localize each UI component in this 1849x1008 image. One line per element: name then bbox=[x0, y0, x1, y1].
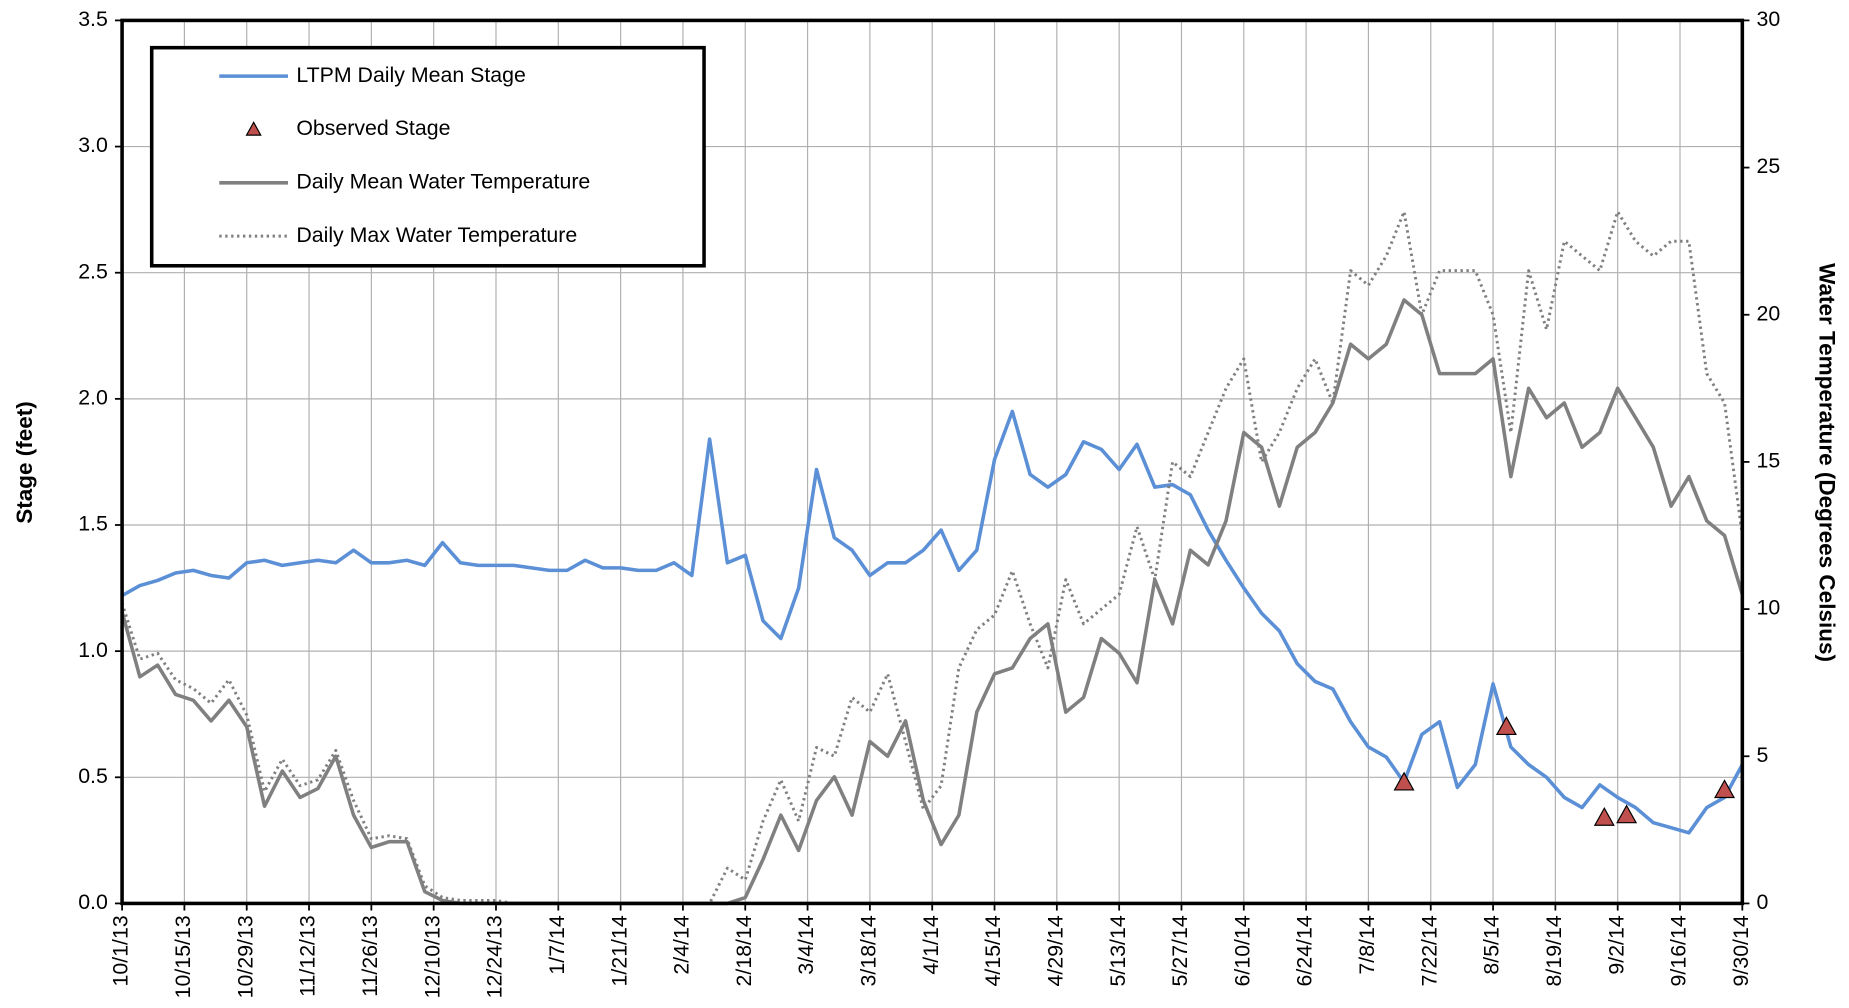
y2-tick-label: 15 bbox=[1757, 449, 1781, 473]
x-tick-label: 12/24/13 bbox=[483, 915, 507, 998]
y2-axis-title: Water Temperature (Degrees Celsius) bbox=[1814, 263, 1839, 662]
y-tick-label: 3.5 bbox=[78, 7, 108, 31]
x-tick-label: 4/29/14 bbox=[1043, 915, 1067, 986]
legend-label: Daily Mean Water Temperature bbox=[296, 169, 590, 193]
plot-frame bbox=[120, 18, 1745, 906]
series-line bbox=[121, 409, 1744, 835]
y2-tick-label: 5 bbox=[1757, 743, 1769, 767]
x-tick-label: 10/29/13 bbox=[233, 915, 257, 998]
series-line bbox=[120, 298, 1745, 906]
x-tick-label: 7/8/14 bbox=[1355, 915, 1379, 974]
x-tick-label: 4/1/14 bbox=[919, 915, 943, 974]
observed-marker bbox=[1593, 806, 1615, 826]
x-tick-label: 6/10/14 bbox=[1230, 915, 1254, 986]
x-tick-label: 10/1/13 bbox=[109, 915, 133, 986]
legend-box bbox=[149, 45, 706, 268]
y-tick-label: 1.0 bbox=[78, 638, 108, 662]
x-tick-label: 8/19/14 bbox=[1542, 915, 1566, 986]
x-tick-label: 5/13/14 bbox=[1106, 915, 1130, 986]
legend-label: LTPM Daily Mean Stage bbox=[296, 63, 526, 87]
x-tick-label: 5/27/14 bbox=[1168, 915, 1192, 986]
x-tick-label: 9/30/14 bbox=[1729, 915, 1753, 986]
x-tick-label: 11/12/13 bbox=[296, 915, 320, 996]
y-tick-label: 3.0 bbox=[78, 133, 108, 157]
x-tick-label: 12/10/13 bbox=[420, 915, 444, 998]
observed-marker bbox=[1495, 716, 1517, 736]
legend-marker bbox=[245, 121, 262, 136]
legend-label: Daily Max Water Temperature bbox=[296, 223, 577, 247]
observed-marker bbox=[1616, 804, 1638, 824]
x-tick-label: 2/4/14 bbox=[670, 915, 694, 974]
y-tick-label: 0.5 bbox=[78, 764, 108, 788]
observed-marker bbox=[1714, 779, 1736, 799]
x-tick-label: 10/15/13 bbox=[171, 915, 195, 998]
y2-tick-label: 20 bbox=[1757, 301, 1781, 325]
y-tick-label: 0.0 bbox=[78, 890, 108, 914]
y-tick-label: 2.0 bbox=[78, 385, 108, 409]
x-tick-label: 7/22/14 bbox=[1417, 915, 1441, 986]
y-tick-label: 2.5 bbox=[78, 259, 108, 283]
y2-tick-label: 30 bbox=[1757, 7, 1781, 31]
x-tick-label: 1/21/14 bbox=[607, 915, 631, 986]
x-tick-label: 1/7/14 bbox=[545, 915, 569, 974]
x-tick-label: 11/26/13 bbox=[358, 915, 382, 996]
x-tick-label: 3/4/14 bbox=[794, 915, 818, 974]
y2-tick-label: 25 bbox=[1757, 154, 1781, 178]
y-tick-label: 1.5 bbox=[78, 512, 108, 536]
x-tick-label: 8/5/14 bbox=[1480, 915, 1504, 974]
x-tick-label: 4/15/14 bbox=[981, 915, 1005, 986]
x-tick-label: 9/16/14 bbox=[1667, 915, 1691, 986]
y2-tick-label: 0 bbox=[1757, 890, 1769, 914]
y-axis-title: Stage (feet) bbox=[12, 401, 37, 524]
series-line bbox=[120, 210, 1744, 905]
x-tick-label: 9/2/14 bbox=[1604, 915, 1628, 974]
legend-label: Observed Stage bbox=[296, 116, 450, 140]
y2-tick-label: 10 bbox=[1757, 596, 1781, 620]
x-tick-label: 6/24/14 bbox=[1293, 915, 1317, 986]
x-tick-label: 2/18/14 bbox=[732, 915, 756, 986]
x-tick-label: 3/18/14 bbox=[857, 915, 881, 986]
observed-marker bbox=[1393, 771, 1415, 791]
